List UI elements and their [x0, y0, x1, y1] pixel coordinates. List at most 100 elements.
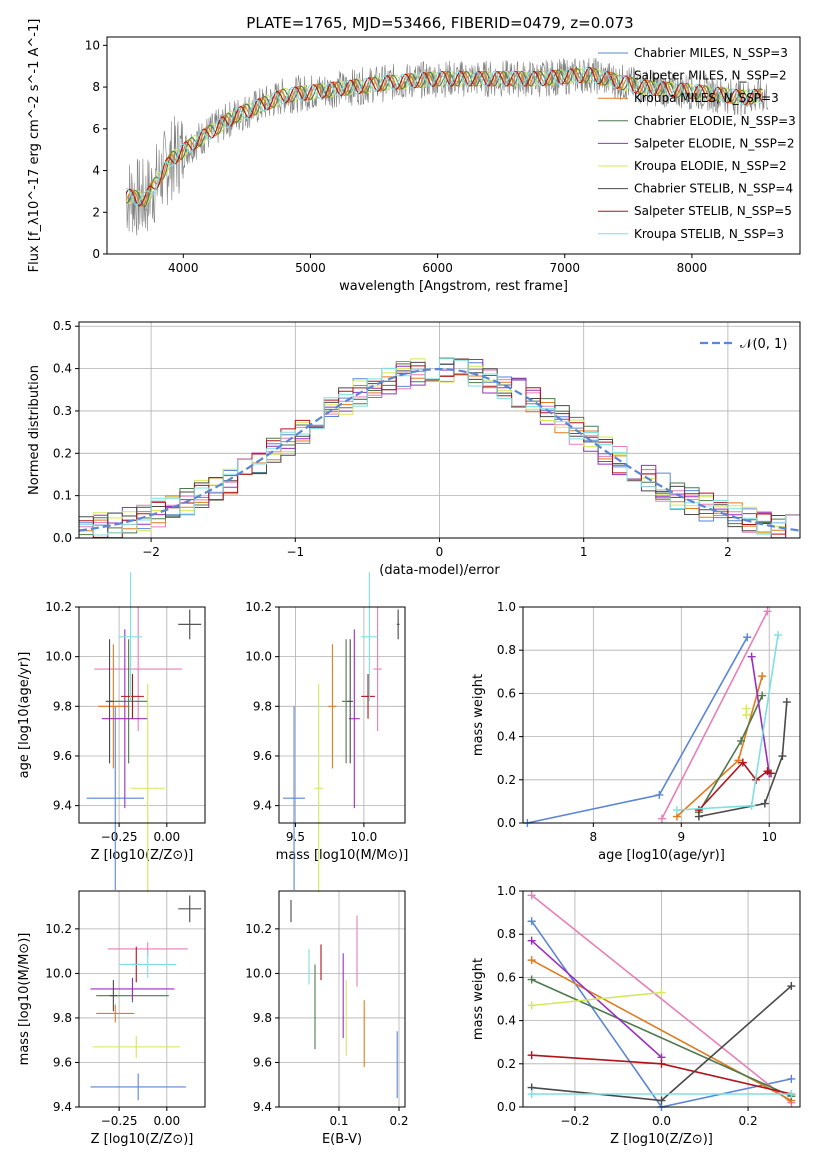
y-tick-label: 0.3	[53, 404, 72, 418]
legend: Chabrier MILES, N_SSP=3 Salpeter MILES, N…	[598, 46, 796, 241]
panel-spectrum: 4000 5000 6000 7000 8000 0 2 4 6 8 10 wavelength [A…	[27, 19, 801, 294]
y-axis-label: Normed distribution	[27, 365, 42, 495]
y-axis-label: Flux [f_λ10^-17 erg cm^-2 s^-1 A^-1]	[27, 19, 42, 273]
data-point-chabrier_elodie	[758, 691, 767, 700]
series-line-chabrier_elodie	[531, 978, 792, 1097]
series-line-chabrier_stelib	[698, 701, 788, 818]
y-tick-label: 0.2	[497, 773, 516, 787]
series-line-salpeter_elodie	[750, 656, 770, 774]
figure-title: PLATE=1765, MJD=53466, FIBERID=0479, z=0…	[246, 14, 633, 32]
series-line-kroupa_elodie	[531, 991, 662, 1007]
y-tick-label: 10.2	[45, 922, 72, 936]
y-tick-label: 10.2	[245, 600, 272, 614]
y-tick-label: 9.4	[253, 799, 272, 813]
y-tick-label: 0.6	[497, 686, 516, 700]
x-tick-label: 0	[436, 545, 444, 559]
series-line-salpeter_miles	[531, 894, 792, 1104]
data-point-kroupa_stelib	[787, 1090, 796, 1099]
model-spectrum-salpeter_stelib	[125, 66, 763, 207]
data-point-chabrier_stelib	[657, 1096, 666, 1105]
x-tick-label: −0.2	[560, 1114, 589, 1128]
y-tick-label: 9.6	[253, 1055, 272, 1069]
y-tick-label: 10.2	[45, 600, 72, 614]
data-point-chabrier_stelib	[778, 752, 787, 761]
y-tick-label: 0.5	[53, 319, 72, 333]
y-tick-label: 8	[92, 80, 100, 94]
x-tick-label: −2	[142, 545, 160, 559]
y-tick-label: 0.8	[497, 927, 516, 941]
legend-label: 𝒩(0, 1)	[740, 337, 787, 352]
y-tick-label: 9.4	[253, 1100, 272, 1114]
legend: 𝒩(0, 1)	[700, 337, 787, 352]
axes-frame	[78, 321, 801, 539]
x-axis-label: wavelength [Angstrom, rest frame]	[339, 279, 568, 294]
panel-age_vs_mass: 9.5 10.0 9.4 9.6 9.8 10.0 10.2 mass [log10(M/M⊙…	[245, 572, 409, 893]
y-tick-label: 0.0	[53, 531, 72, 545]
y-tick-label: 0.4	[53, 362, 72, 376]
y-tick-label: 4	[92, 164, 100, 178]
y-tick-label: 9.4	[53, 799, 72, 813]
y-tick-label: 9.6	[53, 749, 72, 763]
data-point-kroupa_elodie	[527, 1001, 536, 1010]
panel-residuals: −2 −1 0 1 2 0.0 0.1 0.2 0.3 0.4 0.5 (data-model)/er…	[27, 319, 801, 578]
y-tick-label: 0.2	[53, 446, 72, 460]
x-axis-label: Z [log10(Z/Z⊙)]	[91, 848, 194, 863]
data-point-kroupa_miles	[734, 756, 743, 765]
y-tick-label: 9.6	[253, 749, 272, 763]
x-tick-label: −0.25	[101, 830, 138, 844]
data-point-kroupa_stelib	[527, 1090, 536, 1099]
data-point-kroupa_stelib	[672, 806, 681, 815]
x-tick-label: 10	[762, 830, 777, 844]
data-point-kroupa_miles	[527, 956, 536, 965]
data-point-kroupa_elodie	[742, 704, 751, 713]
x-axis-label: (data-model)/error	[379, 563, 500, 578]
data-point-chabrier_stelib	[782, 698, 791, 707]
legend-label: Salpeter STELIB, N_SSP=5	[634, 204, 792, 218]
gaussian-curve	[78, 367, 801, 532]
y-tick-label: 0.6	[497, 970, 516, 984]
plot-area	[523, 607, 791, 827]
x-tick-label: 0.2	[389, 1114, 408, 1128]
axes-frame	[106, 36, 801, 255]
data-point-chabrier_miles	[655, 790, 664, 799]
y-tick-label: 1.0	[497, 600, 516, 614]
x-tick-label: 7000	[549, 261, 580, 275]
data-point-chabrier_stelib	[787, 982, 796, 991]
plot-area	[283, 572, 400, 893]
x-axis-label: mass [log10(M/M⊙)]	[276, 848, 409, 863]
plot-area: Chabrier MILES, N_SSP=3 Salpeter MILES, N…	[125, 46, 796, 241]
x-tick-label: 10.0	[351, 830, 378, 844]
y-tick-label: 0.2	[497, 1057, 516, 1071]
legend-label: Kroupa STELIB, N_SSP=3	[634, 227, 784, 241]
data-point-kroupa_stelib	[774, 631, 783, 640]
x-tick-label: 1	[580, 545, 588, 559]
x-tick-label: 8	[590, 830, 598, 844]
axes-frame	[522, 890, 801, 1108]
y-tick-label: 10.0	[45, 966, 72, 980]
legend-label: Chabrier STELIB, N_SSP=4	[634, 182, 793, 196]
data-point-salpeter_stelib	[694, 806, 703, 815]
data-point-chabrier_miles	[787, 1074, 796, 1083]
plot-area: 𝒩(0, 1)	[78, 337, 801, 539]
panel-mass_vs_Z: −0.25 0.00 9.4 9.6 9.8 10.0 10.2 Z [log10(Z/Z⊙)…	[17, 890, 206, 1147]
observed-spectrum	[125, 57, 769, 236]
y-tick-label: 0.0	[497, 816, 516, 830]
x-tick-label: 5000	[295, 261, 326, 275]
data-point-chabrier_miles	[527, 917, 536, 926]
y-tick-label: 1.0	[497, 884, 516, 898]
y-tick-label: 9.8	[253, 699, 272, 713]
x-axis-label: Z [log10(Z/Z⊙)]	[610, 1132, 713, 1147]
legend-label: Chabrier ELODIE, N_SSP=3	[634, 114, 796, 128]
x-tick-label: 9.5	[286, 830, 305, 844]
data-point-chabrier_stelib	[760, 799, 769, 808]
y-axis-label: mass weight	[471, 958, 486, 1040]
x-tick-label: 0.00	[153, 830, 180, 844]
axes-frame	[78, 606, 206, 824]
y-tick-label: 2	[92, 205, 100, 219]
panel-mass_vs_EBV: 0.1 0.2 9.4 9.6 9.8 10.0 10.2 E(B-V)	[245, 890, 409, 1147]
x-tick-label: 4000	[168, 261, 199, 275]
x-tick-label: −1	[286, 545, 304, 559]
series-line-kroupa_miles	[676, 675, 763, 818]
y-tick-label: 10.0	[45, 650, 72, 664]
x-tick-label: 2	[724, 545, 732, 559]
